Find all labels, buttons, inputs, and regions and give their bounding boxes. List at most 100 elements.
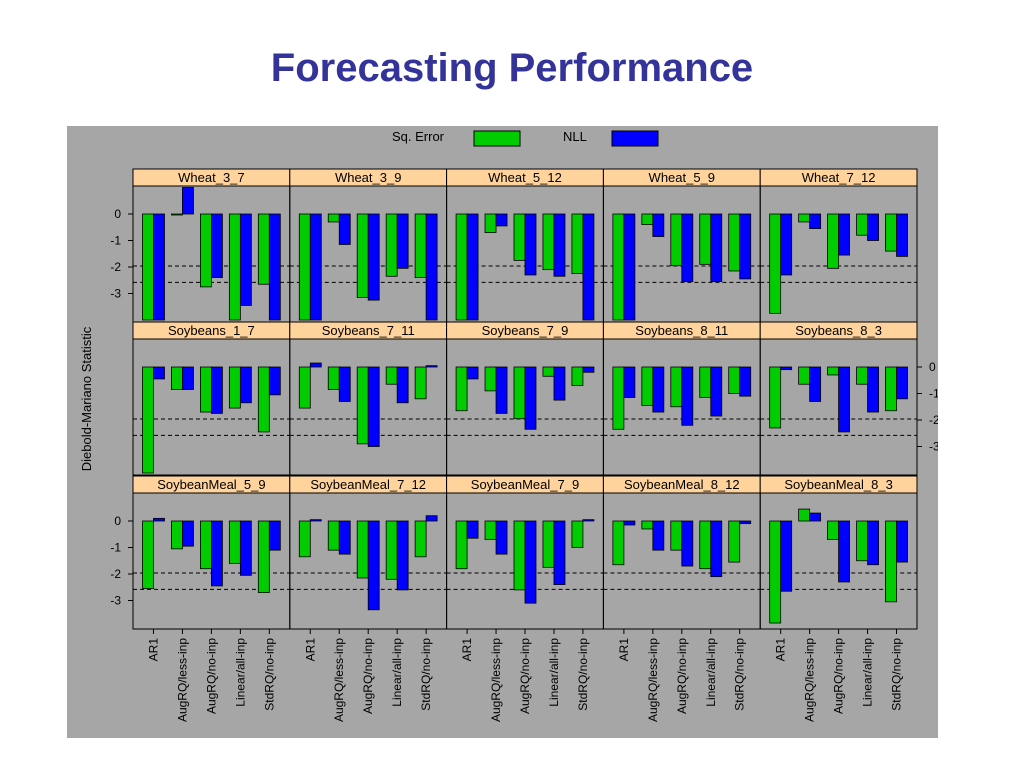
bar-sq-error [856, 366, 868, 385]
bar-nll [367, 213, 380, 301]
bar-sq-error [571, 213, 584, 275]
bar-nll [582, 213, 595, 321]
x-tick-label: AR1 [774, 638, 788, 662]
bar-nll [425, 213, 438, 321]
bar-nll [210, 213, 223, 278]
bar-nll [367, 520, 380, 611]
panel-title: Soybeans_7_9 [482, 323, 569, 338]
bar-sq-error [513, 213, 526, 261]
bar-nll [867, 213, 879, 241]
x-tick-label: StdRQ/no-inp [890, 638, 904, 711]
bar-nll [309, 213, 322, 321]
bar-sq-error [199, 366, 212, 413]
bar-nll [582, 366, 595, 373]
bar-sq-error [856, 520, 868, 562]
panel-title: SoybeanMeal_5_9 [157, 477, 265, 492]
panel-title: SoybeanMeal_7_12 [310, 477, 426, 492]
bar-sq-error [455, 520, 468, 570]
bar-sq-error [612, 366, 625, 430]
bar-nll [425, 515, 438, 522]
bar-sq-error [327, 213, 340, 223]
x-tick-label: AugRQ/no-inp [832, 638, 846, 714]
panel-title: SoybeanMeal_8_12 [624, 477, 740, 492]
bar-nll [739, 366, 752, 397]
bar-nll [896, 366, 908, 400]
bar-nll [838, 213, 850, 256]
y-tick-label: -1 [110, 541, 121, 555]
x-tick-label: AugRQ/less-inp [803, 638, 817, 722]
bar-sq-error [228, 366, 241, 409]
bar-sq-error [257, 520, 270, 593]
bar-sq-error [827, 366, 839, 376]
y-tick-label: -3 [110, 594, 121, 608]
legend-swatch-nll [611, 130, 659, 147]
bar-nll [780, 213, 793, 276]
bar-sq-error [171, 520, 183, 550]
bar-nll [681, 366, 694, 426]
bar-sq-error [513, 366, 526, 420]
bar-sq-error [542, 213, 555, 271]
panel-title: Wheat_3_7 [178, 170, 245, 185]
bar-sq-error [571, 520, 584, 548]
x-tick-label: AugRQ/no-inp [518, 638, 532, 714]
slide-title: Forecasting Performance [270, 46, 754, 90]
bar-nll [396, 213, 409, 269]
bar-sq-error [142, 366, 154, 474]
bar-nll [239, 213, 252, 306]
bar-nll [338, 366, 351, 402]
bar-nll [466, 213, 479, 321]
panel-title: SoybeanMeal_7_9 [471, 477, 579, 492]
bar-sq-error [142, 213, 154, 321]
bar-nll [623, 213, 636, 321]
bar-nll [210, 520, 223, 587]
bar-sq-error [769, 520, 782, 624]
bar-nll [153, 366, 165, 380]
bar-sq-error [728, 213, 741, 272]
x-tick-label: Linear/all-inp [704, 638, 718, 707]
bar-nll [623, 520, 636, 526]
bar-nll [780, 520, 793, 592]
panel-title: Soybeans_8_3 [795, 323, 882, 338]
panel-title: Wheat_3_9 [335, 170, 402, 185]
bar-sq-error [171, 213, 183, 216]
bar-nll [652, 520, 665, 551]
bar-nll [309, 519, 322, 522]
bar-nll [681, 213, 694, 282]
bar-nll [867, 366, 879, 413]
panel-title: Wheat_7_12 [802, 170, 876, 185]
bar-sq-error [414, 366, 427, 400]
bar-sq-error [414, 520, 427, 558]
bar-sq-error [827, 520, 839, 540]
bar-nll [309, 362, 322, 368]
bar-nll [210, 366, 223, 414]
bar-nll [338, 520, 351, 555]
bar-nll [710, 213, 723, 282]
bar-nll [524, 366, 537, 430]
bar-sq-error [699, 520, 712, 570]
bar-nll [268, 213, 281, 321]
bar-nll [338, 213, 351, 245]
y-tick-label: -2 [110, 260, 121, 274]
y-axis-label: Diebold-Mariano Statistic [79, 326, 94, 471]
bar-sq-error [670, 213, 683, 267]
x-tick-label: StdRQ/no-inp [733, 638, 747, 711]
bar-nll [896, 213, 908, 257]
bar-sq-error [699, 366, 712, 398]
bar-nll [425, 365, 438, 368]
panel-title: Soybeans_7_11 [322, 323, 415, 338]
x-tick-label: Linear/all-inp [861, 638, 875, 707]
x-tick-label: AugRQ/no-inp [675, 638, 689, 714]
legend-label-sq-error: Sq. Error [392, 129, 445, 144]
bar-nll [239, 520, 252, 576]
bar-nll [268, 520, 281, 551]
bar-nll [710, 366, 723, 417]
bar-sq-error [385, 520, 398, 580]
y-tick-label: 0 [114, 207, 121, 221]
panel-title: Soybeans_1_7 [168, 323, 255, 338]
panel-title: SoybeanMeal_8_3 [784, 477, 892, 492]
chart-panel: Sq. Error NLL Diebold-Mariano Statistic 0 -1… [67, 126, 938, 738]
bar-nll [524, 520, 537, 604]
bar-sq-error [513, 520, 526, 591]
bar-sq-error [356, 213, 369, 298]
bar-sq-error [142, 520, 154, 589]
